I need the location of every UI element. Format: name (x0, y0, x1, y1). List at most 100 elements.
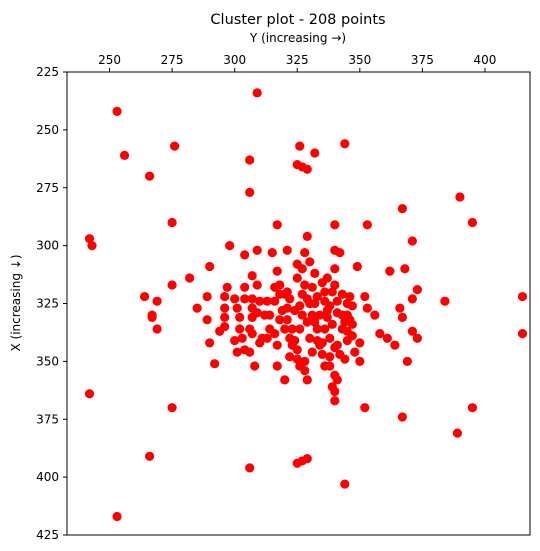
data-point (325, 361, 335, 371)
data-point (282, 245, 292, 255)
data-point (355, 338, 365, 348)
x-axis-label: Y (increasing →) (249, 31, 346, 45)
data-point (330, 280, 340, 290)
data-point (300, 366, 310, 376)
data-point (337, 324, 347, 334)
data-point (362, 220, 372, 230)
x-tick-label: 350 (348, 53, 371, 67)
data-point (315, 310, 325, 320)
data-point (310, 298, 320, 309)
data-point (205, 338, 215, 348)
y-tick-label: 350 (36, 354, 59, 368)
data-point (144, 451, 155, 461)
data-point (295, 301, 305, 311)
data-point (317, 338, 327, 348)
data-point (215, 326, 225, 336)
data-point (385, 266, 395, 276)
data-point (230, 294, 240, 304)
data-point (330, 386, 340, 397)
data-point (302, 231, 312, 241)
data-point (220, 291, 230, 302)
data-point (362, 303, 372, 313)
data-point (305, 333, 315, 343)
data-point (517, 328, 528, 339)
data-point (277, 305, 287, 316)
data-point (325, 352, 335, 362)
data-point (112, 106, 122, 116)
y-axis-ticks: 225 250 275 300 325 350 375 400 425 (36, 65, 67, 542)
data-point (87, 241, 97, 251)
data-point (340, 354, 350, 364)
data-point (255, 296, 265, 306)
data-point (452, 428, 463, 438)
data-point (360, 403, 370, 413)
data-point (292, 354, 302, 364)
data-point (267, 247, 277, 258)
data-point (272, 266, 282, 276)
data-point (260, 310, 270, 320)
data-point (270, 296, 280, 306)
y-tick-label: 300 (36, 239, 59, 253)
data-point (307, 347, 317, 357)
data-point (310, 317, 320, 327)
y-tick-label: 375 (36, 412, 59, 426)
data-point (347, 301, 357, 311)
data-point (185, 273, 195, 283)
data-point (330, 220, 340, 230)
data-point (382, 333, 392, 343)
data-points (84, 88, 528, 522)
data-point (400, 264, 410, 274)
data-point (317, 349, 327, 360)
data-point (325, 333, 335, 343)
x-tick-label: 300 (223, 53, 246, 67)
data-point (297, 310, 307, 320)
data-point (440, 296, 450, 306)
data-point (240, 250, 250, 260)
data-point (302, 375, 312, 385)
data-point (152, 296, 162, 306)
y-tick-label: 250 (36, 123, 59, 137)
data-point (272, 220, 282, 230)
data-point (247, 294, 257, 304)
chart-title: Cluster plot - 208 points (210, 12, 385, 28)
data-point (285, 294, 295, 304)
data-point (112, 511, 122, 522)
data-point (280, 375, 290, 385)
data-point (305, 257, 315, 267)
data-point (455, 192, 465, 202)
data-point (250, 361, 260, 371)
data-point (340, 139, 350, 149)
data-point (285, 333, 295, 343)
x-tick-label: 375 (411, 53, 434, 67)
data-point (297, 264, 307, 274)
data-point (517, 291, 528, 302)
data-point (167, 403, 177, 413)
data-point (202, 291, 212, 302)
x-axis-ticks: 250 275 300 325 350 375 400 (98, 53, 496, 72)
data-point (262, 296, 272, 306)
data-point (202, 315, 212, 325)
x-tick-label: 400 (473, 53, 496, 67)
data-point (327, 319, 337, 329)
data-point (395, 303, 405, 313)
data-point (332, 375, 342, 385)
data-point (270, 282, 280, 292)
data-point (222, 282, 232, 292)
y-tick-label: 275 (36, 181, 59, 195)
data-point (170, 141, 180, 151)
x-tick-label: 275 (161, 53, 184, 67)
data-point (327, 287, 337, 297)
data-point (307, 282, 317, 292)
data-point (312, 324, 322, 334)
data-point (345, 291, 355, 302)
data-point (147, 312, 157, 322)
data-point (252, 308, 262, 318)
data-point (247, 328, 257, 339)
data-point (320, 324, 330, 334)
data-point (252, 280, 262, 290)
data-point (332, 296, 342, 306)
data-point (412, 333, 422, 343)
data-point (295, 324, 305, 334)
data-point (245, 155, 255, 165)
data-point (235, 324, 245, 334)
